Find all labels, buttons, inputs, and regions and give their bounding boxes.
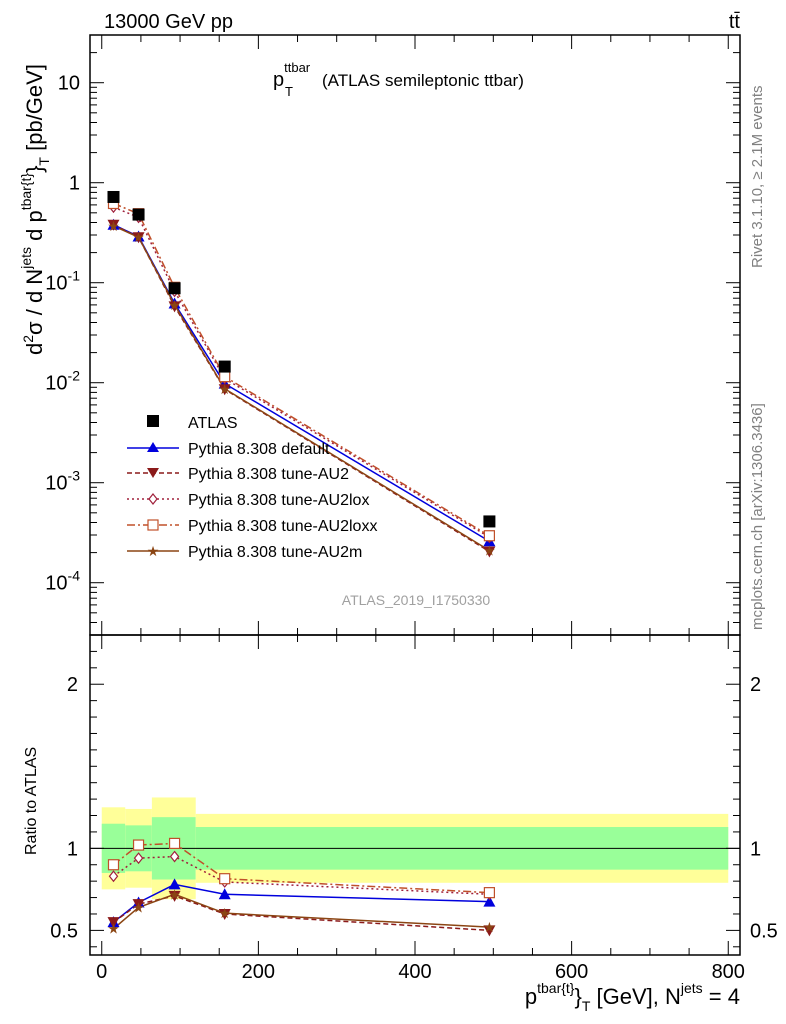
plot-title-rest: (ATLAS semileptonic ttbar) [322,71,524,90]
xtick-label: 400 [398,961,431,983]
legend-label-atlas: ATLAS [188,415,238,432]
legend-marker-au2 [147,468,159,478]
y-axis-label-bottom: Ratio to ATLAS [23,747,40,855]
rivet-label: Rivet 3.1.10, ≥ 2.1M events [749,86,766,269]
header-energy: 13000 GeV pp [104,11,233,33]
atlas-data-point-1 [132,208,145,221]
legend-label-au2lox: Pythia 8.308 tune-AU2lox [188,492,369,509]
ratio-marker-au2-1 [132,899,145,911]
ratio-marker-au2loxx-0 [107,859,120,871]
top-marker-au2-3 [218,384,231,396]
ratio-marker-au2lox-0 [108,870,119,883]
ytick-label-bottom-left: 0.5 [50,920,78,942]
legend-marker-au2m: ★ [147,543,160,559]
plot-title-sub: T [285,84,293,99]
xtick-label: 800 [712,961,745,983]
ratio-marker-au2lox-1 [133,852,144,865]
ytick-label-top: 10-1 [45,268,80,295]
ytick-label-top: 10 [58,73,80,95]
ratio-marker-au2loxx-2 [168,837,181,850]
ytick-label-bottom-right: 1 [750,838,761,860]
plot-title: pttbar T (ATLAS semileptonic ttbar) [273,60,524,99]
top-marker-au2-1 [132,232,145,244]
top-marker-au2m-2: ★ [168,297,181,313]
ratio-marker-default-4 [483,895,496,907]
top-marker-au2loxx-4 [483,530,495,542]
y-axis-label-top: d2σ / d Njets d ptbar{t}}T [pb/GeV] [18,64,52,355]
xtick-label: 200 [242,961,275,983]
ratio-marker-au2-3 [218,908,231,920]
plot-frames [89,34,741,956]
legend-marker-atlas [147,415,159,427]
top-line-au2lox [113,206,490,538]
ratio-marker-au2loxx-4 [483,887,495,899]
ratio-marker-au2loxx-1 [132,839,145,851]
svg-text:pttbar: pttbar [273,60,311,91]
atlas-data-point-2 [168,282,181,295]
ratio-marker-au2loxx-3 [219,873,231,885]
top-marker-au2-4 [483,546,496,558]
ytick-label-top: 10-3 [45,468,80,495]
ratio-marker-au2m-2: ★ [168,886,181,902]
top-marker-au2m-1: ★ [132,229,145,245]
ytick-label-top: 1 [69,173,80,195]
ratio-marker-au2lox-2 [169,850,180,863]
plot-title-main: p [273,69,284,91]
atlas-data-point-3 [218,360,231,373]
ratio-marker-au2m-0: ★ [107,921,120,937]
ratio-marker-au2m-3: ★ [218,905,231,921]
ratio-marker-au2-4 [483,925,496,937]
ratio-marker-au2m-4: ★ [483,919,496,935]
analysis-watermark: ATLAS_2019_I1750330 [342,592,491,608]
tick-labels: 10 1 10-1 10-2 10-3 10-4 0.5 0.5 1 1 2 2 0 200 400 600 8… [45,73,778,983]
ytick-label-bottom-right: 2 [750,674,761,696]
atlas-data-point-4 [483,515,496,528]
series-markers: ★ ★ ★ ★ ★ ★ ★ ★ ★ ★ [107,190,496,937]
legend-label-au2loxx: Pythia 8.308 tune-AU2loxx [188,518,377,535]
xtick-label: 0 [96,961,107,983]
legend-label-default: Pythia 8.308 default [188,441,330,458]
ytick-label-top: 10-4 [45,568,80,595]
ratio-marker-default-3 [218,888,231,900]
x-axis-label: ptbar{t}}T [GeV], Njets = 4 [525,980,740,1014]
mcplots-label: mcplots.cern.ch [arXiv:1306.3436] [749,403,766,630]
ytick-label-bottom-left: 1 [67,838,78,860]
top-marker-au2m-3: ★ [218,381,231,397]
ytick-label-bottom-right: 0.5 [750,920,778,942]
legend-marker-au2loxx [147,519,159,531]
ratio-marker-au2-0 [107,917,120,929]
atlas-data-point-0 [107,190,120,203]
top-marker-au2-2 [168,301,181,313]
ytick-label-top: 10-2 [45,368,80,395]
ratio-marker-au2-2 [168,890,181,902]
header-process: tt̄ [729,11,741,33]
top-marker-au2m-4: ★ [483,542,496,558]
legend-marker-default [147,442,159,452]
top-marker-au2-0 [107,219,120,231]
legend-marker-au2lox [148,493,158,505]
top-marker-au2m-0: ★ [107,218,120,234]
top-line-au2loxx [113,202,490,537]
ytick-label-bottom-left: 2 [67,674,78,696]
legend-label-au2: Pythia 8.308 tune-AU2 [188,466,349,483]
bottom-plot-frame [89,634,741,956]
ratio-uncertainty-bands [90,797,740,900]
legend-label-au2m: Pythia 8.308 tune-AU2m [188,544,362,561]
xtick-label: 600 [555,961,588,983]
ratio-marker-au2m-1: ★ [132,899,145,915]
plot-title-sup: ttbar [284,60,311,75]
ratio-marker-default-2 [168,878,181,890]
legend: ATLAS Pythia 8.308 default Pythia 8.308 … [127,415,377,561]
